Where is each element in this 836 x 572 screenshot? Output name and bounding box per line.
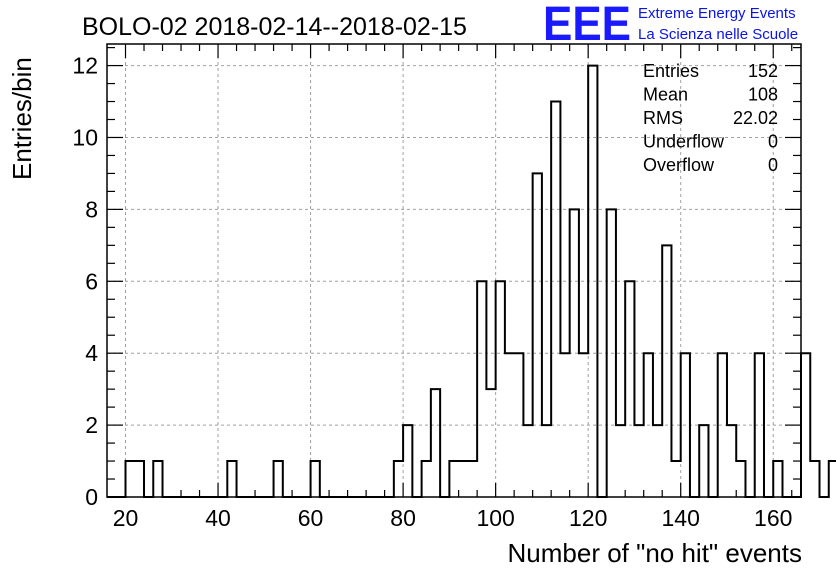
stats-label: Underflow — [643, 132, 725, 152]
stats-label: RMS — [643, 108, 683, 128]
x-tick-labels: 20 40 60 80 100 120 140 160 — [113, 505, 793, 531]
x-tick-label: 80 — [390, 505, 416, 531]
y-tick-label: 10 — [72, 124, 98, 150]
stats-value: 22.02 — [733, 108, 778, 128]
x-tick-label: 120 — [569, 505, 607, 531]
y-tick-label: 12 — [72, 53, 98, 79]
x-tick-label: 60 — [298, 505, 324, 531]
histogram-bin — [477, 281, 486, 497]
y-tick-label: 2 — [85, 412, 98, 438]
x-tick-label: 140 — [662, 505, 700, 531]
logo-line-1: Extreme Energy Events — [638, 5, 796, 22]
histogram-bin — [523, 425, 532, 497]
histogram-bin — [126, 461, 135, 497]
histogram-bin — [431, 389, 440, 497]
histogram-bin — [533, 173, 542, 497]
histogram-bin — [311, 461, 320, 497]
plot-frame — [106, 43, 802, 498]
statistics-box: Entries 152 Mean 108 RMS 22.02 Underflow 0 Overf… — [643, 61, 778, 175]
histogram-bin — [135, 461, 144, 497]
histogram-bin — [653, 425, 662, 497]
grid-lines — [107, 44, 801, 497]
stats-label: Overflow — [643, 155, 715, 175]
x-tick-label: 100 — [476, 505, 514, 531]
histogram-bin — [394, 461, 403, 497]
histogram-bin — [422, 461, 431, 497]
histogram-bin — [773, 461, 782, 497]
histogram-bin — [829, 461, 836, 497]
histogram-bin — [449, 461, 458, 497]
y-tick-labels: 0 2 4 6 8 10 12 — [72, 53, 98, 510]
histogram-bin — [634, 425, 643, 497]
y-tick-label: 0 — [85, 484, 98, 510]
stats-value: 0 — [768, 155, 778, 175]
logo-mark: EEE — [543, 0, 631, 51]
y-tick-label: 6 — [85, 268, 98, 294]
stats-label: Mean — [643, 85, 688, 105]
y-tick-label: 4 — [85, 340, 98, 366]
histogram-bin — [486, 389, 495, 497]
eee-logo: EEE Extreme Energy Events La Scienza nel… — [543, 0, 798, 51]
stats-value: 108 — [748, 85, 778, 105]
x-tick-label: 160 — [754, 505, 792, 531]
y-tick-label: 8 — [85, 196, 98, 222]
histogram-bin — [403, 425, 412, 497]
y-axis-title: Entries/bin — [7, 57, 37, 180]
histogram-bin — [551, 102, 560, 497]
histogram-bin — [496, 281, 505, 497]
histogram-bin — [727, 425, 736, 497]
histogram-bin — [801, 353, 810, 497]
histogram-bin — [274, 461, 283, 497]
histogram-bin — [699, 425, 708, 497]
logo-line-2: La Scienza nelle Scuole — [638, 26, 798, 43]
histogram-bin — [662, 245, 671, 497]
histogram-bin — [625, 281, 634, 497]
axis-ticks — [107, 44, 801, 498]
stats-value: 0 — [768, 132, 778, 152]
histogram-bin — [459, 461, 468, 497]
histogram-bin — [810, 461, 819, 497]
x-axis-title: Number of "no hit" events — [508, 538, 803, 568]
histogram-bin — [227, 461, 236, 497]
histogram-bin — [542, 425, 551, 497]
histogram-bin — [736, 461, 745, 497]
histogram-bin — [671, 461, 680, 497]
stats-label: Entries — [643, 61, 699, 81]
chart-title: BOLO-02 2018-02-14--2018-02-15 — [82, 13, 467, 41]
histogram-bin — [468, 461, 477, 497]
histogram-bin — [153, 461, 162, 497]
histogram-bin — [616, 425, 625, 497]
stats-value: 152 — [748, 61, 778, 81]
x-tick-label: 20 — [113, 505, 139, 531]
x-tick-label: 40 — [205, 505, 231, 531]
histogram-outline — [107, 64, 836, 498]
